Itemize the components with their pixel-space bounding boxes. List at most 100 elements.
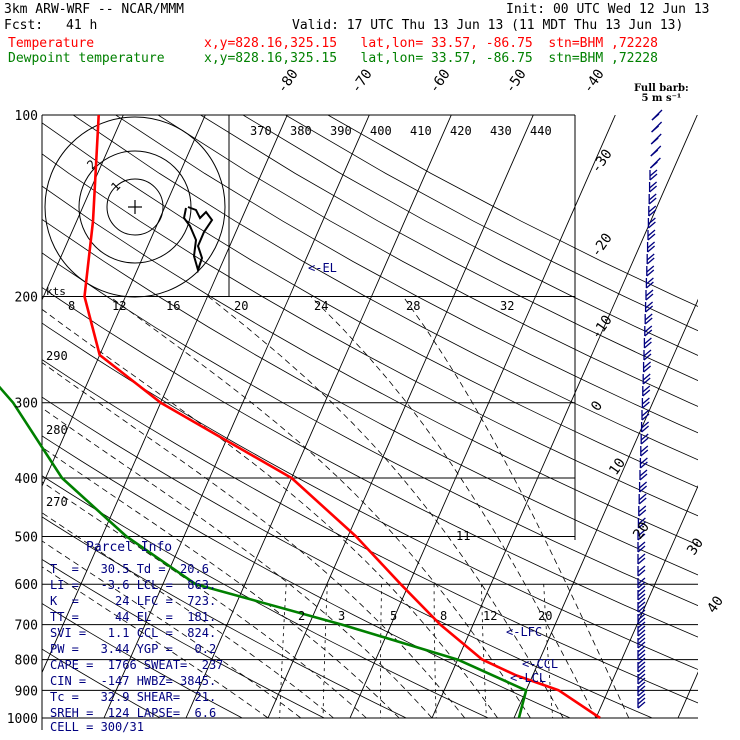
wind-barb-flag [641,425,650,433]
wind-barb-flag [643,337,652,345]
wind-barb-flag [642,385,651,393]
wind-barb-flag [648,193,657,201]
wind-barb-flag [645,301,654,309]
wind-barb-flag [637,661,646,669]
moist-adiabat-line [402,296,630,719]
wind-barb-flag [637,629,646,637]
wind-barb-flag [637,633,646,641]
wind-barb-flag [640,433,649,441]
wind-barb-flag [646,269,655,277]
isotherm-label: -40 [580,66,608,96]
isotherm-label: -60 [426,66,454,96]
pressure-tick-label: 600 [15,578,38,593]
wind-barb-flag [643,349,652,357]
temperature-profile [83,114,601,720]
dry-adiabat-line [42,516,407,719]
dry-adiabat-line [42,603,243,719]
wind-barb-flag [637,689,646,697]
dewpoint-station-info: x,y=828.16,325.15 lat,lon= 33.57, -86.75… [204,51,658,66]
dry-adiabat-line [42,185,698,546]
wind-barb-flag [645,281,654,289]
pressure-tick-label: 100 [15,109,38,124]
pressure-tick-label: 500 [15,530,38,545]
wind-barb-flag [650,137,659,145]
parcel-info-title: Parcel Info [86,540,173,555]
wind-barb-flag [650,149,659,157]
wind-barb-flag [637,565,646,573]
dry-adiabat-line [115,115,698,434]
dry-adiabat-line [42,122,698,488]
theta-e-label: 16 [166,299,180,313]
isotherm-label: 30 [684,535,707,558]
dewpoint-profile [0,385,528,719]
wind-barb-flag [644,329,653,337]
wind-barb-flag [637,597,646,605]
dry-adiabat-line [72,115,698,461]
isotherm-label: 40 [704,593,727,616]
wind-barb-flag [651,125,660,133]
theta-e-label: 20 [234,299,248,313]
theta-label: 390 [330,124,352,138]
wind-barb-flag [639,473,648,481]
theta-side-label: 270 [46,495,68,509]
wind-barb-flag [637,693,646,701]
wind-barb-flag [637,521,646,529]
el-marker: <-EL [308,261,337,275]
wind-barb-flag [638,493,647,501]
lcl-marker: <-LCL [510,671,546,685]
mixing-ratio-line [433,584,437,719]
moist-adiabat-line [42,446,400,719]
wind-barb-flag [644,325,653,333]
wind-barb-flag [637,685,646,693]
parcel-row: Tc = 32.9 SHEAR= 21. [50,690,217,704]
wind-barb-flag [649,185,658,193]
wind-barb-flag [637,581,646,589]
dry-adiabat-line [242,115,698,356]
wind-barb-flag [637,577,646,585]
theta-e-label: 32 [500,299,514,313]
wind-barb-flag [637,617,646,625]
isotherm-label: 20 [630,519,653,542]
wind-barb-flag [643,361,652,369]
moist-adiabat-line [310,296,597,719]
wind-barb-flag [637,641,646,649]
wind-barb-flag [637,529,646,537]
theta-label: 410 [410,124,432,138]
isotherm-line [185,115,452,719]
wind-barb-flag [637,665,646,673]
wind-barb-flag [637,605,646,613]
wind-barb-flag [637,593,646,601]
wind-barb-flag [643,353,652,361]
dry-adiabat-line [42,359,698,704]
wind-barb-flag [642,377,651,385]
parcel-row: SREH = 124 LAPSE= 6.6 [50,706,217,720]
wind-barbs [637,109,663,709]
pressure-tick-label: 400 [15,472,38,487]
parcel-row: CIN = -147 HWBZ= 3845. [50,674,217,688]
parcel-row: K = 24 LFC = 723. [50,594,217,608]
dry-adiabat-line [42,286,698,638]
isotherm-line [349,115,616,719]
lfc-marker: <-LFC [506,625,542,639]
wind-barb-flag [645,277,654,285]
wind-barb-flag [641,397,650,405]
wind-barb-flag [637,657,646,665]
wind-barb-flag [637,649,646,657]
dry-adiabat-line [42,558,325,719]
dry-adiabat-line [42,153,698,517]
isotherm-line [42,115,288,674]
wind-barb-flag [642,373,651,381]
mixing-ratio-label: 3 [338,609,345,623]
theta-e-label: 28 [406,299,420,313]
wind-barb-flag [641,421,650,429]
wind-barb-flag [641,401,650,409]
wind-barb-flag [640,437,649,445]
hodograph-units: kts [46,285,66,298]
theta-e-label: 12 [112,299,126,313]
wind-barb-flag [645,305,654,313]
isotherm-label: -10 [588,312,616,342]
wind-barb-flag [648,197,657,205]
hodograph-ring [78,150,192,264]
isotherm-label: -30 [588,146,616,176]
